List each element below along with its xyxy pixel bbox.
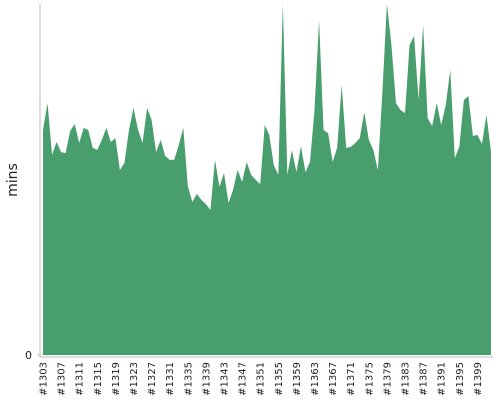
y-axis-label: mins (5, 163, 21, 197)
x-tick-label: #1347 (238, 362, 249, 396)
x-tick-label: #1383 (401, 362, 412, 396)
area (43, 4, 491, 355)
x-tick-label: #1379 (382, 362, 393, 396)
x-tick-label: #1367 (328, 362, 339, 396)
x-tick-label: #1343 (220, 362, 231, 396)
x-tick-label: #1375 (364, 362, 375, 396)
y-tick-label: 0 (25, 349, 32, 362)
x-tick-label: #1311 (75, 362, 86, 396)
x-tick-label: #1339 (201, 362, 212, 396)
x-tick-label: #1387 (419, 362, 430, 396)
x-tick-label: #1319 (111, 362, 122, 396)
x-tick-label: #1323 (129, 362, 140, 396)
x-tick-label: #1359 (292, 362, 303, 396)
x-tick-label: #1399 (473, 362, 484, 396)
x-tick-label: #1327 (147, 362, 158, 396)
x-tick-label: #1335 (183, 362, 194, 396)
x-tick-label: #1395 (455, 362, 466, 396)
x-tick-label: #1355 (274, 362, 285, 396)
x-tick-label: #1371 (346, 362, 357, 396)
x-tick-label: #1307 (57, 362, 68, 396)
x-tick-label: #1331 (165, 362, 176, 396)
x-tick-label: #1315 (93, 362, 104, 396)
x-tick-label: #1303 (39, 362, 50, 396)
x-tick-label: #1351 (256, 362, 267, 396)
x-tick-label: #1363 (310, 362, 321, 396)
x-tick-label: #1391 (437, 362, 448, 396)
